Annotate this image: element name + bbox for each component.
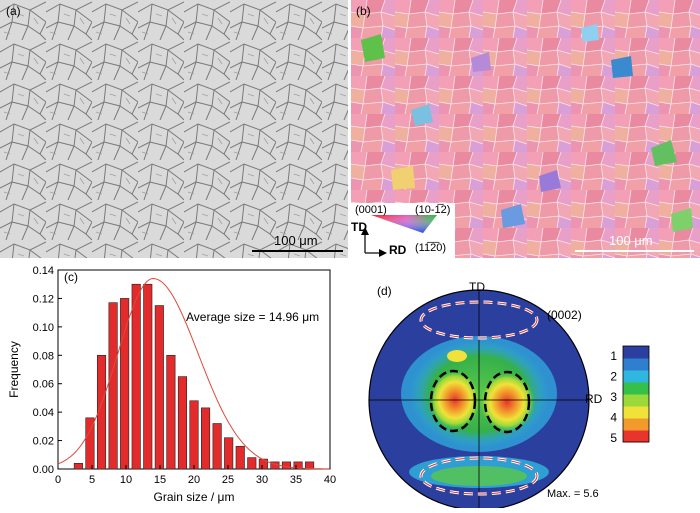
histogram-bar	[281, 461, 292, 470]
pole-figure-td-label: TD	[469, 280, 485, 294]
x-tick-label: 20	[188, 474, 200, 486]
panel-d-label: (d)	[377, 284, 392, 298]
y-tick-label: 0.14	[33, 265, 54, 277]
colorbar-segment	[623, 406, 649, 419]
y-axis-label: Frequency	[7, 341, 21, 398]
histogram-bar	[85, 417, 95, 470]
histogram-bar	[201, 407, 211, 470]
x-axis-label: Grain size / μm	[154, 490, 235, 504]
colorbar-segment	[623, 418, 649, 431]
y-tick-label: 0.08	[33, 350, 54, 362]
histogram-bar	[212, 423, 222, 470]
histogram-bar	[166, 354, 176, 470]
y-tick-label: 0.02	[33, 436, 54, 448]
x-tick-label: 5	[89, 474, 95, 486]
histogram-bar	[143, 283, 153, 470]
y-tick-label: 0.10	[33, 322, 54, 334]
ipf-label-0001: (0001)	[355, 204, 387, 216]
ipf-legend-graphic	[361, 215, 437, 257]
histogram-bar	[131, 283, 141, 470]
panel-a-label: (a)	[6, 4, 21, 18]
ellipse-right-cluster	[483, 370, 531, 434]
histogram-bar	[154, 305, 164, 470]
ipf-axis-td: TD	[351, 220, 367, 234]
y-tick-label: 0.12	[33, 293, 54, 305]
x-tick-label: 25	[222, 474, 234, 486]
y-tick-label: 0.06	[33, 379, 54, 391]
y-tick-label: 0.04	[33, 407, 54, 419]
scale-text-a: 100 μm	[274, 233, 318, 248]
panel-c-histogram: 0 5 10 15 20 25 30 35 40 0.00 0.02 0.04 0.06 0.08 0.10…	[0, 262, 348, 508]
pole-figure-rd-label: RD	[585, 392, 603, 406]
micrograph-image	[0, 0, 348, 258]
ipf-axis-rd: RD	[389, 243, 407, 257]
ipf-label-10-12: (10‐1̅2)	[415, 204, 451, 216]
histogram-bar	[96, 354, 107, 470]
histogram-bar	[293, 461, 303, 470]
average-size-annotation: Average size = 14.96 μm	[186, 310, 320, 324]
panel-b-label: (b)	[356, 4, 371, 18]
panel-c-label: (c)	[64, 270, 78, 284]
y-tick-label: 0.00	[33, 464, 54, 476]
x-tick-label: 15	[154, 474, 166, 486]
panel-b-ebsd-map: (b) (0001) (10‐1̅2) (11̅2̅0) TD RD 100 μ…	[351, 0, 700, 259]
x-tick-label: 0	[55, 474, 61, 486]
histogram-bar	[73, 463, 83, 470]
histogram-bar	[258, 458, 268, 470]
histogram-bar	[235, 445, 245, 470]
x-tick-label: 40	[324, 474, 336, 486]
colorbar-segment	[623, 430, 649, 443]
scale-text-b: 100 μm	[609, 233, 653, 248]
x-tick-label: 10	[120, 474, 132, 486]
x-tick-label: 35	[290, 474, 302, 486]
x-tick-label: 30	[256, 474, 268, 486]
ebsd-map-image	[351, 0, 700, 258]
histogram-bar	[177, 376, 187, 470]
histogram-bar	[224, 437, 234, 470]
colorbar-segment	[623, 358, 649, 371]
histogram-bar	[108, 302, 118, 470]
colorbar-tick-label: 3	[610, 390, 617, 404]
ipf-label-11-20: (11̅2̅0)	[415, 242, 446, 254]
colorbar-segment	[623, 370, 649, 383]
histogram-chart: 0 5 10 15 20 25 30 35 40 0.00 0.02 0.04 0.06 0.08 0.10…	[7, 265, 336, 504]
panel-d-pole-figure: 1 2 3 4 5 (d) TD RD (0002) Max. = 5.6	[351, 262, 700, 511]
colorbar-segment	[623, 382, 649, 395]
histogram-bar	[189, 400, 199, 470]
colorbar-segment	[623, 394, 649, 407]
pole-figure-plane-label: (0002)	[547, 308, 582, 322]
colorbar-segment	[623, 346, 649, 359]
fit-curve	[57, 277, 330, 470]
colorbar: 1 2 3 4 5	[610, 345, 650, 445]
pole-figure-graphic: 1 2 3 4 5	[368, 289, 650, 511]
colorbar-tick-label: 5	[610, 431, 617, 445]
colorbar-tick-label: 2	[610, 370, 617, 384]
colorbar-tick-label: 4	[610, 411, 617, 425]
ipf-legend	[351, 203, 455, 259]
panel-a-micrograph: (a) 100 μm	[0, 0, 348, 258]
colorbar-tick-label: 1	[610, 349, 617, 363]
histogram-bar	[247, 457, 257, 470]
ellipse-left-cluster	[429, 369, 477, 433]
pole-figure-max-label: Max. = 5.6	[547, 488, 599, 500]
histogram-bar	[120, 298, 130, 470]
